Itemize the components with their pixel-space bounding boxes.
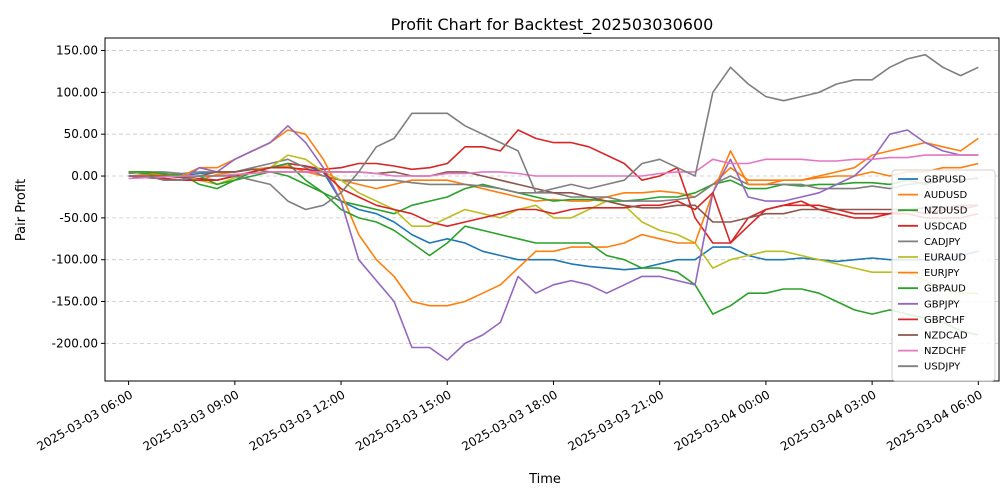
- plot-frame: [104, 37, 1000, 382]
- legend-label: EURAUD: [924, 253, 966, 264]
- legend: GBPUSD AUDUSD NZDUSD USDCAD CADJPY EURAUD EURJ…: [891, 169, 996, 382]
- y-tick-label: 150.00: [56, 44, 98, 58]
- x-tick-label: 2025-03-04 06:00: [884, 387, 985, 453]
- x-axis: 2025-03-03 06:00 2025-03-03 09:00 2025-03-…: [34, 381, 985, 454]
- grid-layer: [105, 50, 999, 344]
- x-tick-label: 2025-03-04 00:00: [672, 387, 773, 453]
- legend-label: GBPJPY: [924, 299, 960, 310]
- x-tick-label: 2025-03-03 21:00: [566, 387, 667, 453]
- series-line-gbpchf: [128, 166, 979, 244]
- series-line-gbpjpy: [128, 125, 979, 361]
- legend-label: USDCAD: [924, 221, 967, 232]
- y-tick-label: 100.00: [56, 85, 98, 99]
- legend-label: GBPAUD: [924, 284, 966, 295]
- x-axis-label: Time: [528, 472, 561, 487]
- legend-label: EURJPY: [924, 268, 960, 279]
- series-layer: [128, 53, 979, 361]
- y-axis: -200.00 -150.00 -100.00 -50.00 0.00 50.00 100.…: [52, 44, 105, 350]
- y-tick-label: -200.00: [52, 336, 98, 350]
- legend-label: CADJPY: [924, 237, 961, 248]
- y-tick-label: -50.00: [59, 211, 98, 225]
- y-axis-label: Pair Profit: [14, 179, 29, 241]
- x-tick-label: 2025-03-03 12:00: [247, 387, 348, 453]
- y-tick-label: 50.00: [64, 127, 98, 141]
- series-line-nzdchf: [128, 154, 979, 180]
- legend-label: USDJPY: [924, 362, 961, 373]
- y-tick-label: -150.00: [52, 295, 98, 309]
- x-tick-label: 2025-03-03 18:00: [459, 387, 560, 453]
- legend-label: NZDUSD: [924, 206, 968, 217]
- chart-title: Profit Chart for Backtest_202503030600: [391, 15, 714, 35]
- legend-label: AUDUSD: [924, 190, 968, 201]
- x-tick-label: 2025-03-03 15:00: [353, 387, 454, 453]
- legend-box: [891, 169, 996, 382]
- legend-label: NZDCHF: [924, 346, 967, 357]
- legend-label: NZDCAD: [924, 331, 968, 342]
- series-line-cadjpy: [128, 158, 979, 202]
- y-tick-label: -100.00: [52, 253, 98, 267]
- x-tick-label: 2025-03-03 06:00: [34, 387, 135, 453]
- x-tick-label: 2025-03-03 09:00: [141, 387, 242, 453]
- series-line-usdjpy: [128, 53, 979, 211]
- series-line-usdcad: [128, 129, 979, 244]
- legend-label: GBPCHF: [924, 315, 965, 326]
- y-tick-label: 0.00: [71, 169, 98, 183]
- x-tick-label: 2025-03-04 03:00: [778, 387, 879, 453]
- legend-label: GBPUSD: [924, 175, 966, 186]
